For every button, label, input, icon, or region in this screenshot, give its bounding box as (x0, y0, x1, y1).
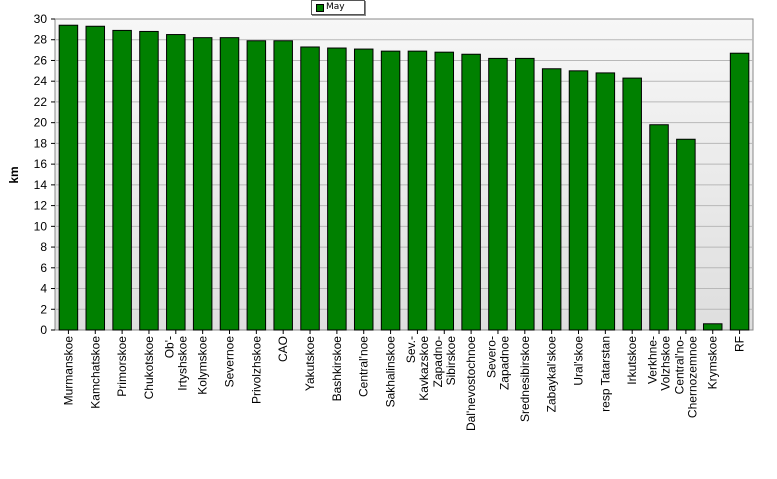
x-tick-label: Krymskoe (706, 336, 720, 390)
y-tick-label: 30 (34, 12, 48, 26)
x-tick-label: Bashkirskoe (330, 336, 344, 402)
bar (112, 29, 132, 331)
x-tick-label: resp Tatarstan (598, 336, 612, 412)
x-tick-label: Chukotskoe (142, 336, 156, 400)
x-tick-label: Zapadnoe (497, 336, 511, 390)
x-tick-label: Privolzhskoe (249, 336, 263, 404)
x-tick-label: Verkhne- (646, 336, 660, 384)
y-tick-label: 0 (40, 323, 47, 337)
y-axis-label: km (7, 166, 21, 183)
bar (58, 24, 79, 331)
bar (85, 25, 106, 331)
x-tick-label: Severo- (484, 336, 498, 378)
bar (434, 51, 455, 331)
bar (676, 138, 696, 331)
bar (649, 124, 669, 331)
y-tick-label: 2 (40, 302, 47, 316)
x-tick-label: Ob'- (162, 336, 176, 358)
y-tick-label: 10 (34, 219, 48, 233)
legend-label: May (326, 2, 345, 12)
y-tick-label: 14 (34, 178, 48, 192)
plot-area (54, 18, 754, 331)
x-tick-label: Volzhskoe (659, 336, 673, 391)
x-tick-label: CAO (276, 336, 290, 362)
y-tick-label: 20 (34, 116, 48, 130)
x-tick-label: Ural'skoe (572, 336, 586, 386)
x-tick-label: Irtyshskoe (175, 336, 189, 391)
x-tick-label: Severnoe (223, 336, 237, 388)
x-tick-label: Kavkazskoe (417, 336, 431, 401)
bar (327, 47, 347, 331)
legend-swatch (316, 4, 324, 12)
bar (488, 57, 508, 331)
x-tick-label: Murmanskoe (61, 336, 75, 406)
bar (139, 30, 159, 331)
bar (166, 34, 186, 331)
bar (541, 68, 562, 331)
x-tick-label: Central'noe (357, 336, 371, 397)
x-tick-label: Irkutskoe (625, 336, 639, 385)
x-tick-label: Sakhalinskoe (384, 336, 398, 408)
y-tick-label: 12 (34, 199, 48, 213)
bar (300, 46, 320, 331)
x-tick-label: Zapadno- (431, 336, 445, 387)
bar (595, 72, 616, 331)
bar (219, 37, 240, 331)
x-tick-label: Dal'nevostochnoe (464, 336, 478, 431)
x-tick-label: Primorskoe (115, 336, 129, 397)
bar (192, 37, 213, 331)
bar (246, 40, 267, 331)
x-tick-label: Chernozemnoe (685, 336, 699, 418)
y-tick-label: 16 (34, 157, 48, 171)
bar (461, 53, 481, 331)
x-tick-label: RF (733, 336, 747, 352)
x-tick-label: Sev.- (404, 336, 418, 363)
x-tick-label: Kolymskoe (196, 336, 210, 395)
y-tick-label: 4 (40, 282, 47, 296)
bar (273, 40, 293, 331)
y-tick-label: 22 (34, 95, 48, 109)
bar (407, 50, 428, 331)
bar (515, 57, 535, 331)
x-tick-label: Yakutskoe (303, 336, 317, 391)
x-tick-label: Zabaykal'skoe (545, 336, 559, 413)
y-tick-label: 24 (34, 74, 48, 88)
bar (729, 52, 750, 331)
x-axis-labels: Murmanskoe Kamchatskoe Primorskoe Chukotsko… (61, 330, 747, 431)
x-tick-label: Sibirskoe (444, 336, 458, 386)
y-tick-label: 18 (34, 136, 48, 150)
y-tick-label: 6 (40, 261, 47, 275)
y-tick-label: 28 (34, 33, 48, 47)
y-tick-label: 26 (34, 53, 48, 67)
x-tick-label: Srednesibirskoe (518, 336, 532, 422)
bar (380, 50, 401, 331)
legend: May (311, 0, 365, 15)
x-tick-label: Central'no- (672, 336, 686, 394)
bar (702, 323, 723, 331)
x-tick-label: Kamchatskoe (88, 336, 102, 409)
bar (568, 70, 589, 331)
bar (353, 48, 374, 331)
bar (622, 77, 642, 331)
y-tick-label: 8 (40, 240, 47, 254)
